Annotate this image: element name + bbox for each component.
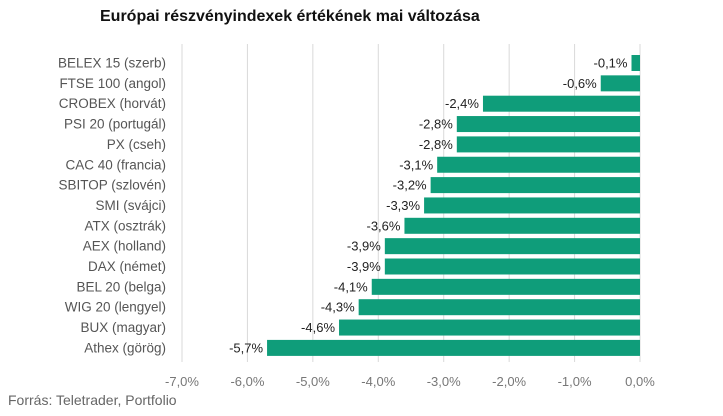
value-label: -3,9% [347,259,381,274]
value-label: -3,2% [393,178,427,193]
x-axis-ticks: -7,0% -6,0% -5,0% -4,0% -3,0% -2,0% -1,0% 0,0% [165,374,655,389]
value-label: -3,6% [366,218,400,233]
bar [430,177,640,194]
x-tick-label: -6,0% [230,374,264,389]
bar [437,156,640,173]
bar [631,55,640,71]
value-label: -4,6% [301,320,335,335]
bar [371,278,640,295]
value-label: -3,1% [399,157,433,172]
category-label: FTSE 100 (angol) [59,76,166,91]
value-label: -2,8% [419,137,453,152]
category-label: BUX (magyar) [80,320,166,335]
bar [384,238,640,255]
value-label: -5,7% [229,340,263,355]
category-label: CAC 40 (francia) [65,157,166,172]
x-tick-label: -4,0% [361,374,395,389]
category-label: DAX (német) [88,259,166,274]
x-tick-label: -3,0% [427,374,461,389]
value-label: -0,6% [563,76,597,91]
x-tick-label: 0,0% [625,374,655,389]
x-tick-label: -5,0% [296,374,330,389]
bar [384,258,640,275]
source-note: Forrás: Teletrader, Portfolio [8,392,177,408]
bar [456,136,640,153]
value-label: -3,9% [347,239,381,254]
category-label: Athex (görög) [84,340,166,355]
bar [404,217,640,234]
value-label: -2,4% [445,96,479,111]
category-label: SMI (svájci) [96,198,167,213]
chart-title: Európai részvényindexek értékének mai vá… [100,8,480,25]
value-label: -4,3% [321,300,355,315]
bar [339,319,640,336]
bar [456,116,640,133]
x-tick-label: -1,0% [558,374,592,389]
category-label: SBITOP (szlovén) [58,178,166,193]
category-label: CROBEX (horvát) [59,96,166,111]
bars [267,55,640,356]
category-label: BELEX 15 (szerb) [58,56,166,71]
bar [424,197,640,214]
category-labels: BELEX 15 (szerb) FTSE 100 (angol) CROBEX (… [58,56,166,356]
value-labels: -0,1% -0,6% -2,4% -2,8% -2,8% -3,1% -3,2% -3,3%… [229,56,628,356]
category-label: AEX (holland) [83,239,166,254]
bar [358,299,640,316]
x-tick-label: -7,0% [165,374,199,389]
category-label: WIG 20 (lengyel) [65,300,166,315]
bar [267,339,640,356]
value-label: -3,3% [386,198,420,213]
category-label: PX (cseh) [107,137,166,152]
category-label: ATX (osztrák) [84,218,166,233]
bar [482,95,640,112]
bar [600,75,640,92]
value-label: -2,8% [419,117,453,132]
category-label: BEL 20 (belga) [76,279,166,294]
value-label: -4,1% [334,279,368,294]
x-tick-label: -2,0% [492,374,526,389]
value-label: -0,1% [594,56,628,71]
category-label: PSI 20 (portugál) [64,117,166,132]
